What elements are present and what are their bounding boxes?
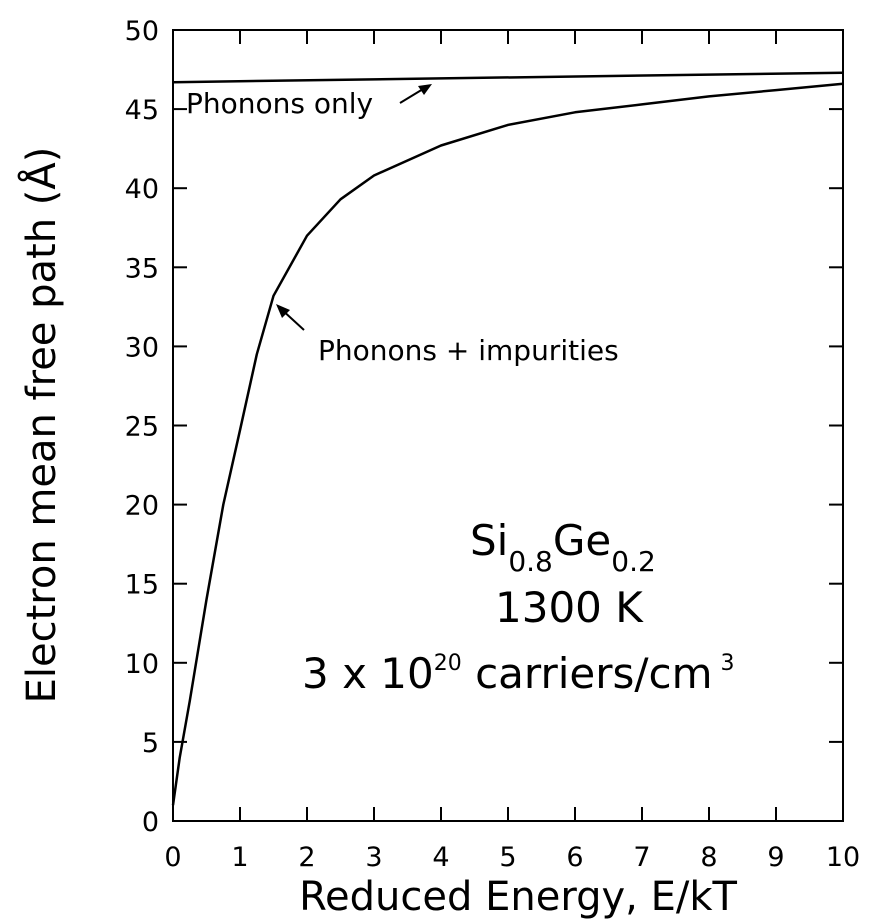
text: 0.2 (611, 545, 656, 578)
annotation: Si0.8Ge0.2 (470, 516, 656, 578)
text: 3 (721, 651, 735, 676)
x-tick-label: 3 (365, 842, 382, 873)
y-axis-label: Electron mean free path (Å) (17, 147, 65, 704)
y-tick-label: 30 (125, 332, 159, 363)
x-tick-label: 5 (499, 842, 516, 873)
x-tick-label: 4 (432, 842, 449, 873)
y-tick-label: 40 (125, 174, 159, 205)
text: 20 (434, 651, 462, 676)
y-tick-label: 0 (142, 807, 159, 838)
x-tick-label: 9 (767, 842, 784, 873)
arrowhead (418, 84, 432, 95)
annotation: 1300 K (495, 583, 644, 632)
x-tick-label: 10 (826, 842, 860, 873)
x-tick-label: 1 (231, 842, 248, 873)
annotation: Phonons only (186, 87, 373, 120)
x-axis-label: Reduced Energy, E/kT (299, 874, 737, 920)
plot-frame (172, 29, 844, 822)
y-tick-label: 5 (142, 728, 159, 759)
x-tick-label: 8 (700, 842, 717, 873)
text: Ge (553, 516, 611, 565)
y-tick-label: 15 (125, 570, 159, 601)
annotation: Phonons + impurities (318, 334, 619, 367)
y-tick-label: 20 (125, 491, 159, 522)
x-tick-label: 7 (633, 842, 650, 873)
data-line (172, 71, 844, 84)
x-tick-label: 0 (164, 842, 181, 873)
text: carriers/cm (462, 649, 713, 698)
y-tick-label: 50 (125, 16, 159, 47)
x-tick-label: 6 (566, 842, 583, 873)
text: 3 x 10 (302, 649, 434, 698)
y-tick-label: 35 (125, 253, 159, 284)
annotation: 3 x 1020 carriers/cm 3 (302, 649, 735, 698)
y-tick-label: 25 (125, 412, 159, 443)
text: 0.8 (508, 545, 553, 578)
y-tick-label: 45 (125, 95, 159, 126)
y-tick-label: 10 (125, 649, 159, 680)
x-tick-label: 2 (298, 842, 315, 873)
data-line (171, 82, 844, 806)
arrowhead (276, 304, 290, 318)
text: Si (470, 516, 508, 565)
